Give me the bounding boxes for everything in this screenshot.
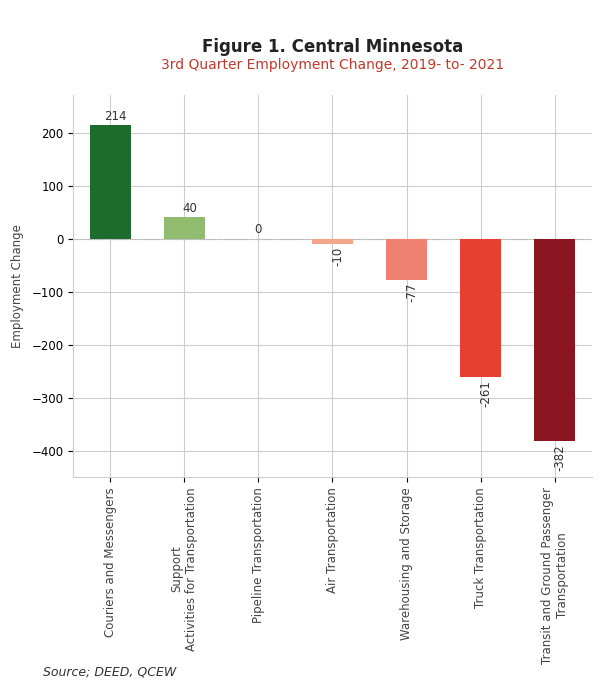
Text: 40: 40 [182, 203, 197, 216]
Text: -261: -261 [479, 381, 492, 407]
Text: 3rd Quarter Employment Change, 2019- to- 2021: 3rd Quarter Employment Change, 2019- to-… [161, 58, 504, 72]
Bar [164, 218, 205, 239]
Text: Figure 1. Central Minnesota: Figure 1. Central Minnesota [202, 38, 463, 55]
Text: Source; DEED, QCEW: Source; DEED, QCEW [43, 666, 176, 679]
Text: 0: 0 [255, 223, 262, 236]
Text: 214: 214 [104, 110, 127, 123]
Y-axis label: Employment Change: Employment Change [12, 224, 24, 349]
Bar [312, 239, 353, 244]
Bar [460, 239, 501, 377]
Bar [534, 239, 575, 441]
Text: -382: -382 [553, 445, 566, 471]
Text: -77: -77 [405, 283, 418, 302]
Bar [90, 125, 131, 239]
Bar [386, 239, 427, 280]
Text: -10: -10 [331, 247, 344, 267]
